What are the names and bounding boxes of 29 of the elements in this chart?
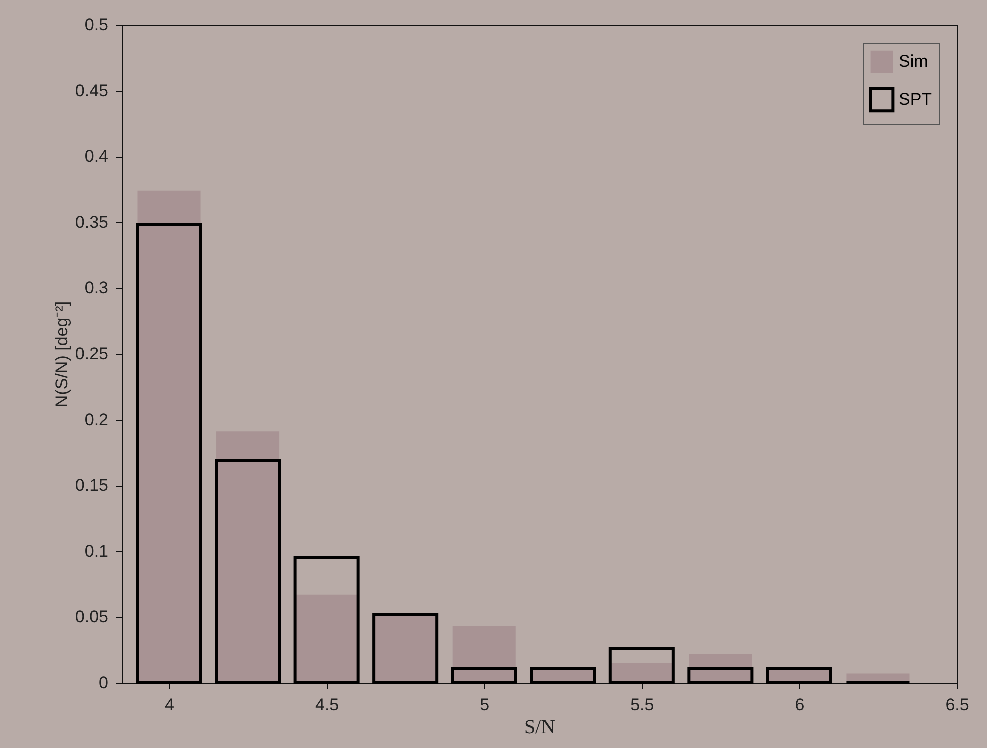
y-tick-label: 0 [99, 674, 108, 692]
y-tick-label: 0.15 [75, 476, 108, 496]
y-tick-label: 0.25 [75, 344, 108, 364]
x-tick-label: 6 [795, 696, 805, 714]
y-tick-label: 0.45 [75, 81, 108, 100]
y-tick-label: 0.3 [84, 278, 108, 298]
y-tick-label: 0.35 [75, 212, 108, 232]
y-axis-title: N(S/N) [deg⁻²] [52, 301, 72, 408]
y-tick-label: 0.05 [75, 608, 108, 627]
bar [216, 432, 280, 683]
x-tick-label: 4.5 [315, 696, 340, 714]
x-tick-label: 4 [165, 696, 174, 714]
x-axis-title: S/N [524, 716, 556, 738]
bar [294, 556, 360, 684]
x-tick-label: 6.5 [946, 696, 970, 714]
bar [452, 626, 516, 683]
y-tick-label: 0.2 [84, 410, 108, 430]
bar [295, 594, 358, 683]
y-tick-label: 0.1 [84, 542, 108, 561]
x-tick-label: 5 [480, 696, 490, 714]
bar [688, 667, 754, 684]
y-tick-label: 0.4 [84, 147, 108, 166]
y-tick-label: 0.5 [84, 16, 108, 34]
x-tick-label: 5.5 [630, 696, 654, 714]
bar [608, 647, 675, 684]
bar [451, 667, 518, 684]
legend-label: Sim [899, 52, 928, 71]
legend-label: SPT [899, 90, 932, 109]
bar [215, 459, 282, 684]
